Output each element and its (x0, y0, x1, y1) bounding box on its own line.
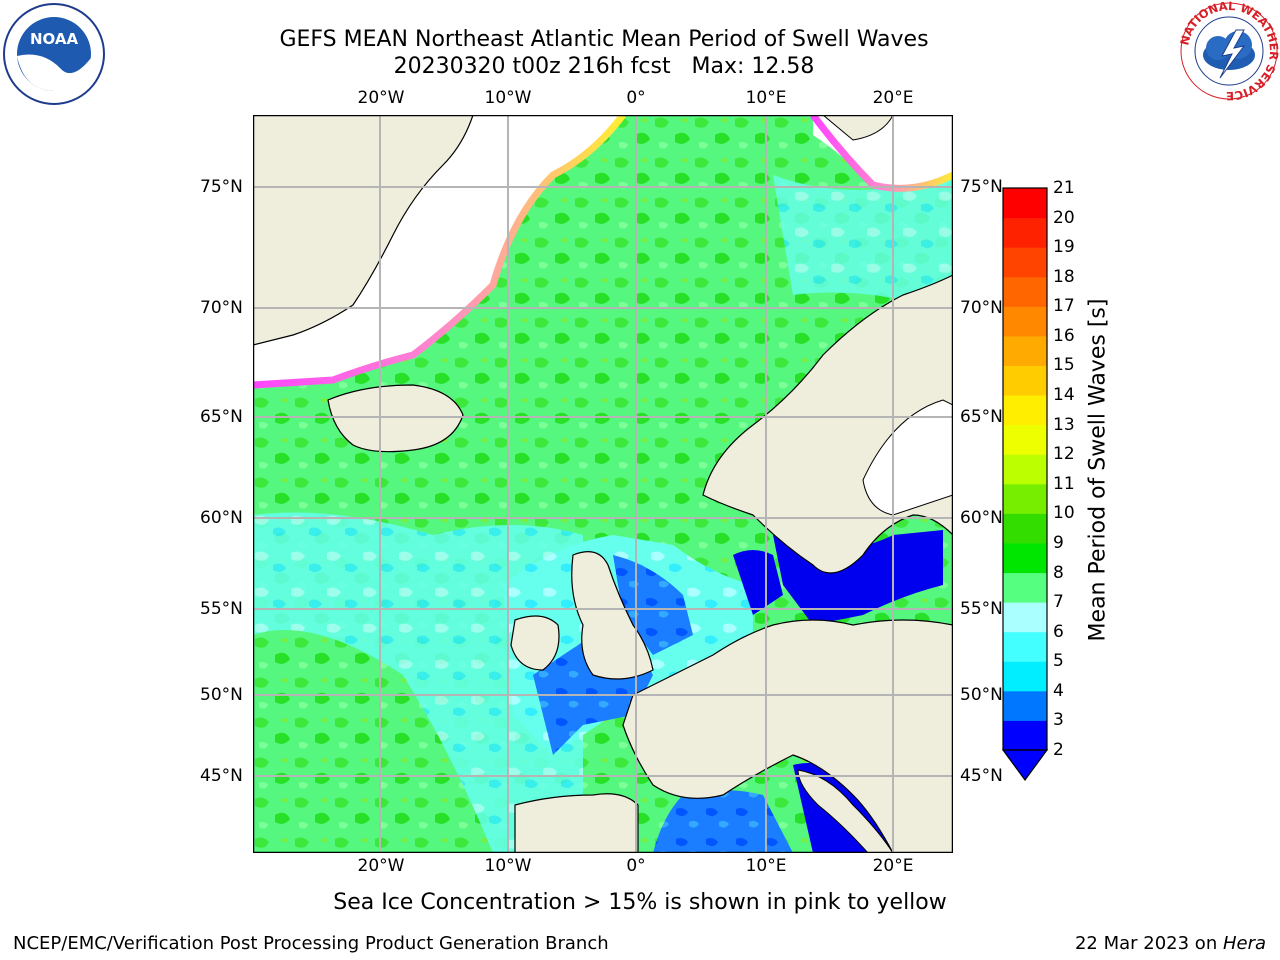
colorbar-tick-label: 15 (1053, 355, 1075, 376)
lat-tick-left: 70°N (200, 298, 243, 318)
colorbar-segment (1003, 395, 1047, 426)
chart-title: GEFS MEAN Northeast Atlantic Mean Period… (279, 27, 929, 52)
colorbar-tick-label: 5 (1053, 651, 1064, 672)
chart-subtitle: 20230320 t00z 216h fcst Max: 12.58 (393, 54, 815, 79)
colorbar-tick-label: 10 (1053, 503, 1075, 524)
colorbar-segment (1003, 247, 1047, 278)
colorbar-tick-label: 13 (1053, 414, 1075, 435)
lat-tick-left: 65°N (200, 407, 243, 427)
colorbar-tick-label: 8 (1053, 562, 1064, 583)
colorbar (1001, 187, 1049, 782)
colorbar-tick-label: 7 (1053, 592, 1064, 613)
colorbar-segment (1003, 542, 1047, 574)
colorbar-tick-label: 11 (1053, 473, 1075, 494)
lat-tick-left: 45°N (200, 766, 243, 786)
colorbar-segment (1003, 720, 1047, 751)
lon-tick-top: 10°E (745, 88, 787, 108)
colorbar-tick-label: 19 (1053, 237, 1075, 258)
colorbar-segment (1003, 276, 1047, 307)
colorbar-tick-label: 2 (1053, 740, 1064, 760)
colorbar-segment (1003, 572, 1047, 603)
colorbar-extend-arrow (1001, 749, 1049, 782)
lat-tick-right: 55°N (960, 599, 1003, 619)
footer-credit: NCEP/EMC/Verification Post Processing Pr… (13, 933, 609, 954)
footer-date: 22 Mar 2023 on Hera (1075, 933, 1266, 954)
lon-tick-bottom: 10°E (745, 856, 787, 876)
lat-tick-right: 75°N (960, 177, 1003, 197)
colorbar-segment (1003, 306, 1047, 337)
lon-tick-bottom: 0° (626, 856, 646, 876)
colorbar-tick-label: 17 (1053, 296, 1075, 317)
colorbar-tick-label: 21 (1053, 178, 1075, 198)
lat-tick-left: 55°N (200, 599, 243, 619)
colorbar-tick-label: 16 (1053, 325, 1075, 346)
colorbar-segment (1003, 335, 1047, 366)
lat-tick-right: 50°N (960, 685, 1003, 705)
lon-tick-top: 20°E (872, 88, 914, 108)
lat-tick-right: 70°N (960, 298, 1003, 318)
footer-machine: Hera (1222, 933, 1266, 954)
colorbar-tick-label: 12 (1053, 444, 1075, 465)
colorbar-segment (1003, 513, 1047, 544)
nws-logo: NATIONAL WEATHER SERVICE (1178, 0, 1280, 102)
lon-tick-bottom: 20°W (357, 856, 405, 876)
lat-tick-left: 75°N (200, 177, 243, 197)
colorbar-segment (1003, 690, 1047, 721)
colorbar-tick-label: 6 (1053, 621, 1064, 642)
lat-tick-right: 65°N (960, 407, 1003, 427)
colorbar-tick-label: 9 (1053, 532, 1064, 553)
colorbar-outline (1002, 187, 1048, 751)
colorbar-segment (1003, 602, 1047, 633)
lon-tick-bottom: 20°E (872, 856, 914, 876)
colorbar-segment (1003, 424, 1047, 455)
lon-tick-top: 20°W (357, 88, 405, 108)
footer-date-text: 22 Mar 2023 on (1074, 933, 1223, 954)
lat-tick-left: 50°N (200, 685, 243, 705)
colorbar-tick-label: 3 (1053, 710, 1064, 731)
colorbar-tick-label: 18 (1053, 266, 1075, 287)
colorbar-label: Mean Period of Swell Waves [s] (1085, 298, 1111, 642)
colorbar-tick-label: 14 (1053, 385, 1075, 406)
lon-tick-bottom: 10°W (484, 856, 532, 876)
lon-tick-top: 10°W (484, 88, 532, 108)
lon-tick-top: 0° (626, 88, 646, 108)
svg-text:NOAA: NOAA (30, 30, 79, 48)
colorbar-tick-label: 20 (1053, 207, 1075, 228)
lat-tick-right: 45°N (960, 766, 1003, 786)
colorbar-tick-label: 4 (1053, 680, 1064, 701)
colorbar-segment (1003, 631, 1047, 662)
colorbar-segment (1003, 365, 1047, 396)
lat-tick-right: 60°N (960, 508, 1003, 528)
colorbar-segment (1003, 217, 1047, 248)
colorbar-segment (1003, 188, 1047, 219)
lat-tick-left: 60°N (200, 508, 243, 528)
noaa-logo: NOAA (3, 3, 105, 105)
colorbar-segment (1003, 483, 1047, 514)
map-panel (253, 115, 953, 853)
sea-ice-caption: Sea Ice Concentration > 15% is shown in … (333, 890, 947, 915)
colorbar-segment (1003, 454, 1047, 485)
colorbar-segment (1003, 661, 1047, 692)
